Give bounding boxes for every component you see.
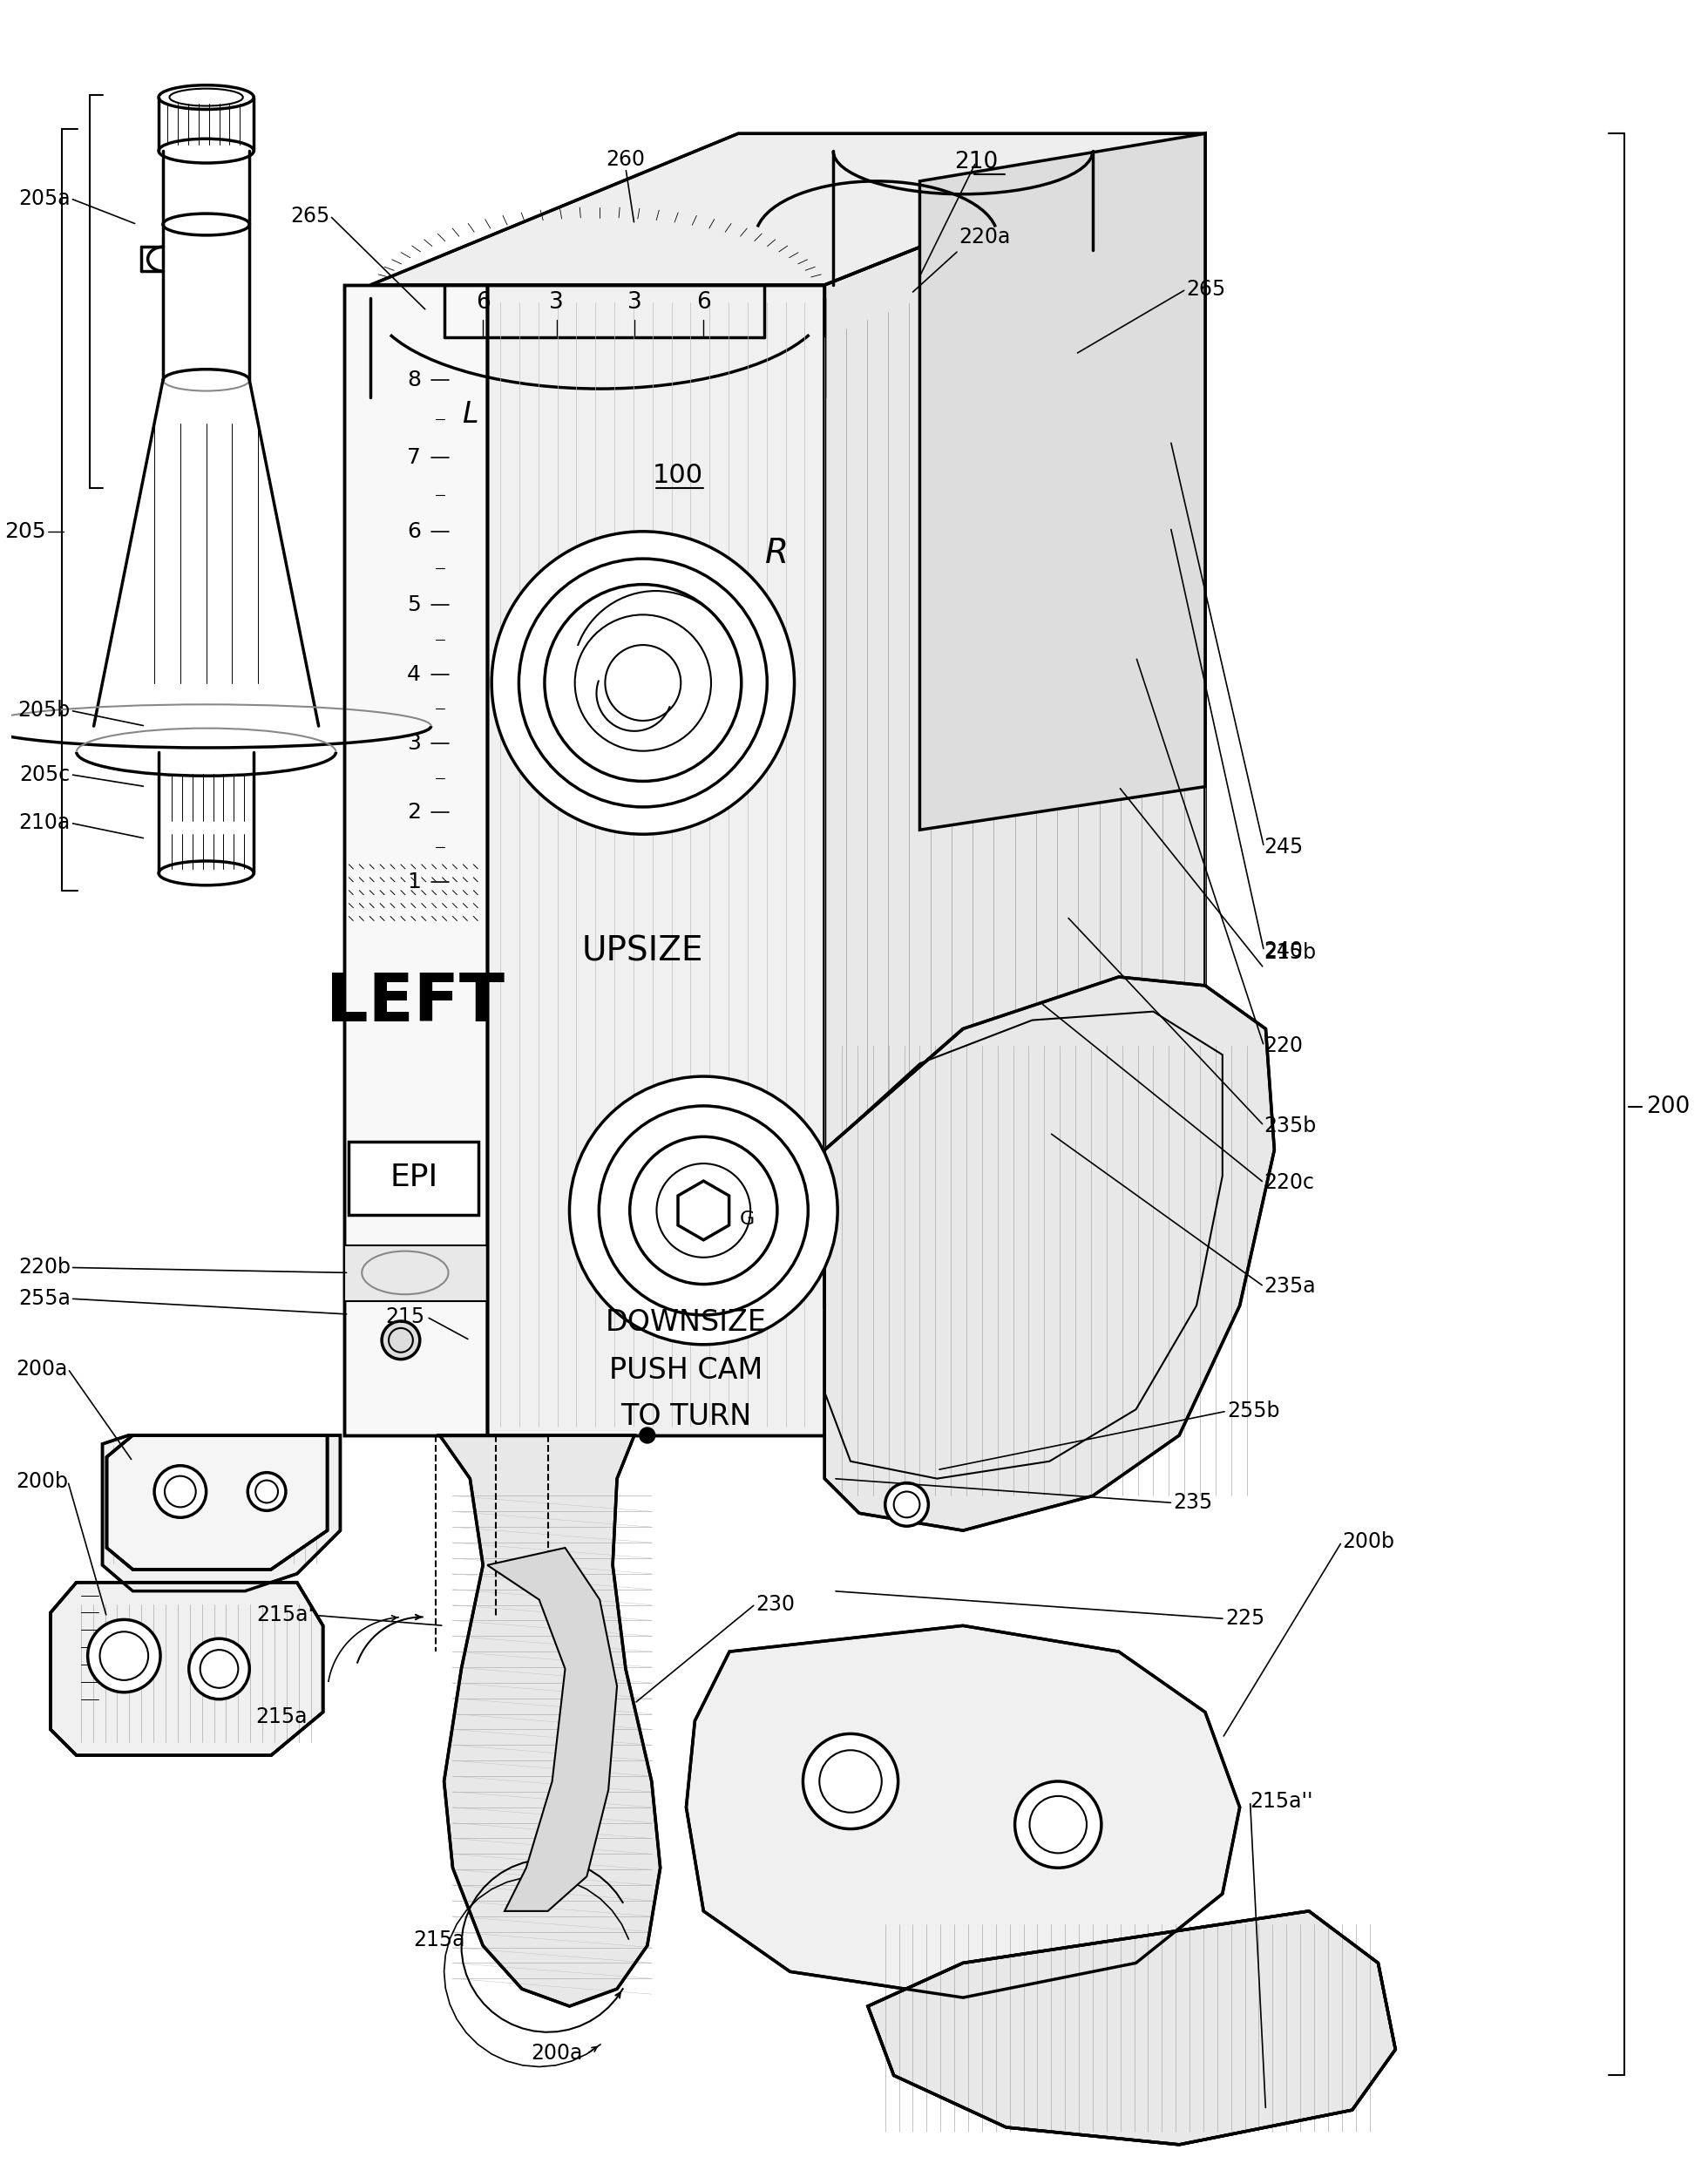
Text: 220c: 220c xyxy=(1264,1173,1315,1193)
Text: DOWNSIZE: DOWNSIZE xyxy=(606,1308,767,1337)
Text: 265: 265 xyxy=(1185,279,1226,300)
Text: EPI: EPI xyxy=(389,1163,437,1193)
Text: PUSH CAM: PUSH CAM xyxy=(610,1356,763,1385)
Circle shape xyxy=(492,531,794,834)
Polygon shape xyxy=(102,1435,340,1591)
Text: 210a: 210a xyxy=(19,812,70,834)
Text: 215: 215 xyxy=(386,1306,425,1328)
Text: 8: 8 xyxy=(407,370,420,390)
Text: 225: 225 xyxy=(1225,1609,1264,1628)
Text: UPSIZE: UPSIZE xyxy=(582,934,704,967)
Text: 205: 205 xyxy=(5,520,46,542)
Text: 200b: 200b xyxy=(15,1472,68,1491)
Text: 215a'': 215a'' xyxy=(1250,1792,1313,1811)
Polygon shape xyxy=(868,1911,1395,2144)
Text: 200a: 200a xyxy=(531,2042,582,2064)
Text: 235a: 235a xyxy=(1264,1276,1315,1297)
Text: 240: 240 xyxy=(1264,940,1303,962)
Polygon shape xyxy=(678,1180,729,1241)
Text: 205c: 205c xyxy=(20,764,70,786)
Polygon shape xyxy=(825,977,1274,1530)
Polygon shape xyxy=(345,285,487,1435)
Text: 3: 3 xyxy=(627,292,642,313)
Text: 230: 230 xyxy=(755,1594,794,1615)
Text: 6: 6 xyxy=(407,520,420,542)
Text: 235b: 235b xyxy=(1264,1115,1317,1136)
Text: 200b: 200b xyxy=(1342,1530,1394,1552)
Text: 205b: 205b xyxy=(17,701,70,721)
Polygon shape xyxy=(106,1435,328,1570)
Text: 260: 260 xyxy=(606,148,646,170)
Text: 215a: 215a xyxy=(256,1707,307,1726)
Text: 220a: 220a xyxy=(958,226,1011,248)
Text: 220: 220 xyxy=(1264,1036,1303,1056)
Polygon shape xyxy=(919,133,1206,829)
Polygon shape xyxy=(487,285,825,1435)
Polygon shape xyxy=(687,1626,1240,1998)
Circle shape xyxy=(569,1075,837,1345)
Text: 205a: 205a xyxy=(19,187,70,209)
Polygon shape xyxy=(825,133,1206,1306)
Circle shape xyxy=(383,1321,420,1358)
Text: 220b: 220b xyxy=(19,1256,70,1278)
Text: 210: 210 xyxy=(955,150,997,174)
Polygon shape xyxy=(371,133,1206,285)
Polygon shape xyxy=(487,1548,617,1911)
Circle shape xyxy=(803,1733,898,1829)
Circle shape xyxy=(190,1639,249,1700)
Text: 255b: 255b xyxy=(1226,1400,1279,1422)
Text: 215a': 215a' xyxy=(256,1604,314,1626)
Circle shape xyxy=(248,1472,285,1511)
Text: 255a: 255a xyxy=(19,1289,70,1308)
Text: 5: 5 xyxy=(407,594,420,616)
Text: 215b: 215b xyxy=(1264,943,1317,962)
Polygon shape xyxy=(51,1583,323,1755)
Text: 100: 100 xyxy=(652,462,704,488)
Text: 3: 3 xyxy=(550,292,564,313)
Text: 215a: 215a xyxy=(413,1929,465,1951)
Circle shape xyxy=(154,1465,207,1517)
Text: 6: 6 xyxy=(475,292,490,313)
Text: R: R xyxy=(765,536,789,570)
Text: 7: 7 xyxy=(407,448,420,468)
Text: L: L xyxy=(461,401,478,429)
Text: TO TURN: TO TURN xyxy=(620,1402,752,1430)
Circle shape xyxy=(885,1483,929,1526)
Text: LEFT: LEFT xyxy=(326,971,506,1034)
Text: 1: 1 xyxy=(407,871,420,893)
Text: 265: 265 xyxy=(290,205,330,226)
Text: 200a: 200a xyxy=(15,1358,68,1380)
Circle shape xyxy=(1015,1781,1102,1868)
Text: 235: 235 xyxy=(1173,1493,1213,1513)
Text: 6: 6 xyxy=(697,292,711,313)
Text: 200: 200 xyxy=(1647,1095,1689,1119)
Text: 3: 3 xyxy=(407,734,420,753)
Polygon shape xyxy=(439,1435,661,2007)
Text: 2: 2 xyxy=(407,801,420,823)
Text: 245: 245 xyxy=(1264,836,1303,858)
Circle shape xyxy=(87,1620,161,1692)
Text: G: G xyxy=(740,1210,755,1228)
Circle shape xyxy=(640,1428,654,1443)
Polygon shape xyxy=(345,1245,487,1302)
Polygon shape xyxy=(348,1141,478,1215)
Text: 4: 4 xyxy=(407,664,420,684)
